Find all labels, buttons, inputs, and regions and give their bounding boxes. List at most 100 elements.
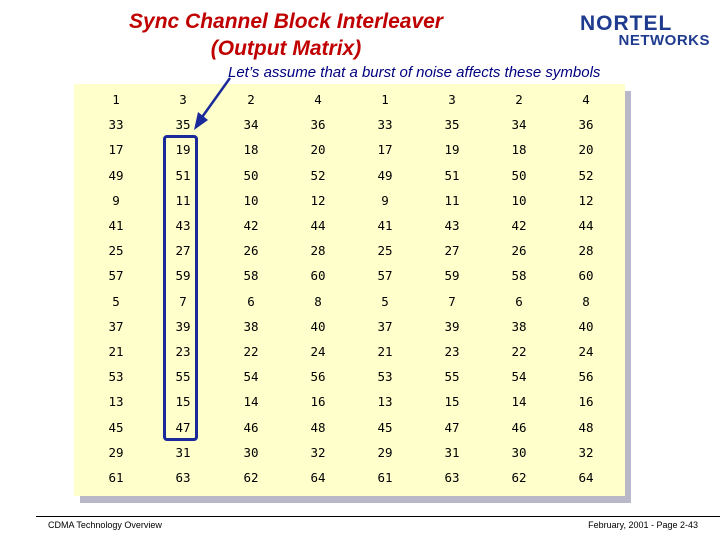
matrix-cell: 43 <box>175 218 191 233</box>
slide-title: Sync Channel Block Interleaver (Output M… <box>96 8 476 62</box>
matrix-cell: 29 <box>108 444 124 460</box>
matrix-cell: 55 <box>444 369 460 385</box>
matrix-cell: 26 <box>511 243 527 259</box>
matrix-cell: 47 <box>175 419 191 435</box>
matrix-cell: 28 <box>578 243 594 259</box>
matrix-cell: 64 <box>310 470 326 485</box>
matrix-cell: 2 <box>247 92 255 107</box>
matrix-cell: 44 <box>578 218 594 233</box>
matrix-cell: 63 <box>175 470 191 485</box>
matrix-cell: 55 <box>175 369 191 385</box>
matrix-cell: 60 <box>578 268 594 284</box>
matrix-cell: 39 <box>175 318 191 334</box>
matrix-cell: 58 <box>511 268 527 284</box>
matrix-cell: 24 <box>310 344 326 359</box>
matrix-cell: 29 <box>377 444 393 460</box>
matrix-cell: 57 <box>108 268 124 284</box>
matrix-cell: 41 <box>377 218 393 233</box>
matrix-cell: 7 <box>448 293 456 309</box>
matrix-cell: 10 <box>243 192 259 208</box>
matrix-cell: 61 <box>377 470 393 485</box>
matrix-cell: 53 <box>377 369 393 385</box>
matrix-cell: 20 <box>578 142 594 158</box>
matrix-cell: 56 <box>578 369 594 385</box>
matrix-cell: 5 <box>112 293 120 309</box>
matrix-cell: 6 <box>247 293 255 309</box>
matrix-cell: 1 <box>112 92 120 107</box>
matrix-cell: 48 <box>578 419 594 435</box>
matrix-cell: 26 <box>243 243 259 259</box>
matrix-cell: 16 <box>578 394 594 410</box>
matrix-cell: 19 <box>444 142 460 158</box>
matrix-cell: 24 <box>578 344 594 359</box>
matrix-cell: 40 <box>578 318 594 334</box>
matrix-cell: 27 <box>175 243 191 259</box>
matrix-cell: 3 <box>179 92 187 107</box>
matrix-cell: 64 <box>578 470 594 485</box>
matrix-cell: 52 <box>578 167 594 183</box>
matrix-cell: 50 <box>243 167 259 183</box>
footer-course-title: CDMA Technology Overview <box>48 520 162 530</box>
logo-line-2: NETWORKS <box>618 32 710 49</box>
matrix-cell: 62 <box>243 470 259 485</box>
matrix-cell: 8 <box>582 293 590 309</box>
matrix-cell: 42 <box>511 218 527 233</box>
matrix-cell: 39 <box>444 318 460 334</box>
matrix-cell: 36 <box>310 117 326 133</box>
matrix-cell: 19 <box>175 142 191 158</box>
matrix-cell: 47 <box>444 419 460 435</box>
matrix-cell: 11 <box>175 192 191 208</box>
matrix-cell: 3 <box>448 92 456 107</box>
matrix-cell: 60 <box>310 268 326 284</box>
matrix-cell: 44 <box>310 218 326 233</box>
matrix-cell: 53 <box>108 369 124 385</box>
matrix-cell: 31 <box>175 444 191 460</box>
matrix-cell: 58 <box>243 268 259 284</box>
matrix-cell: 22 <box>511 344 527 359</box>
matrix-cell: 16 <box>310 394 326 410</box>
matrix-cell: 12 <box>310 192 326 208</box>
matrix-cell: 36 <box>578 117 594 133</box>
matrix-panel <box>74 84 625 496</box>
matrix-cell: 7 <box>179 293 187 309</box>
matrix-cell: 34 <box>243 117 259 133</box>
matrix-cell: 15 <box>444 394 460 410</box>
matrix-cell: 41 <box>108 218 124 233</box>
matrix-cell: 20 <box>310 142 326 158</box>
noise-burst-highlight <box>163 135 198 441</box>
matrix-cell: 50 <box>511 167 527 183</box>
matrix-cell: 33 <box>108 117 124 133</box>
matrix-cell: 27 <box>444 243 460 259</box>
matrix-cell: 40 <box>310 318 326 334</box>
matrix-cell: 4 <box>582 92 590 107</box>
matrix-cell: 46 <box>243 419 259 435</box>
arrow-icon <box>194 77 232 130</box>
title-line-1: Sync Channel Block Interleaver <box>129 10 443 33</box>
matrix-cell: 34 <box>511 117 527 133</box>
matrix-cell: 21 <box>108 344 124 359</box>
matrix-cell: 49 <box>377 167 393 183</box>
matrix-cell: 30 <box>243 444 259 460</box>
matrix-cell: 45 <box>108 419 124 435</box>
matrix-cell: 51 <box>175 167 191 183</box>
matrix-cell: 61 <box>108 470 124 485</box>
matrix-cell: 35 <box>444 117 460 133</box>
matrix-cell: 30 <box>511 444 527 460</box>
footer-divider <box>36 516 720 517</box>
matrix-cell: 48 <box>310 419 326 435</box>
matrix-cell: 54 <box>511 369 527 385</box>
matrix-cell: 4 <box>314 92 322 107</box>
matrix-cell: 35 <box>175 117 191 133</box>
matrix-cell: 9 <box>112 192 120 208</box>
matrix-cell: 45 <box>377 419 393 435</box>
matrix-cell: 13 <box>108 394 124 410</box>
matrix-cell: 15 <box>175 394 191 410</box>
matrix-cell: 5 <box>381 293 389 309</box>
matrix-cell: 25 <box>108 243 124 259</box>
matrix-cell: 17 <box>108 142 124 158</box>
matrix-cell: 2 <box>515 92 523 107</box>
matrix-cell: 38 <box>511 318 527 334</box>
matrix-cell: 14 <box>511 394 527 410</box>
matrix-cell: 54 <box>243 369 259 385</box>
matrix-cell: 62 <box>511 470 527 485</box>
